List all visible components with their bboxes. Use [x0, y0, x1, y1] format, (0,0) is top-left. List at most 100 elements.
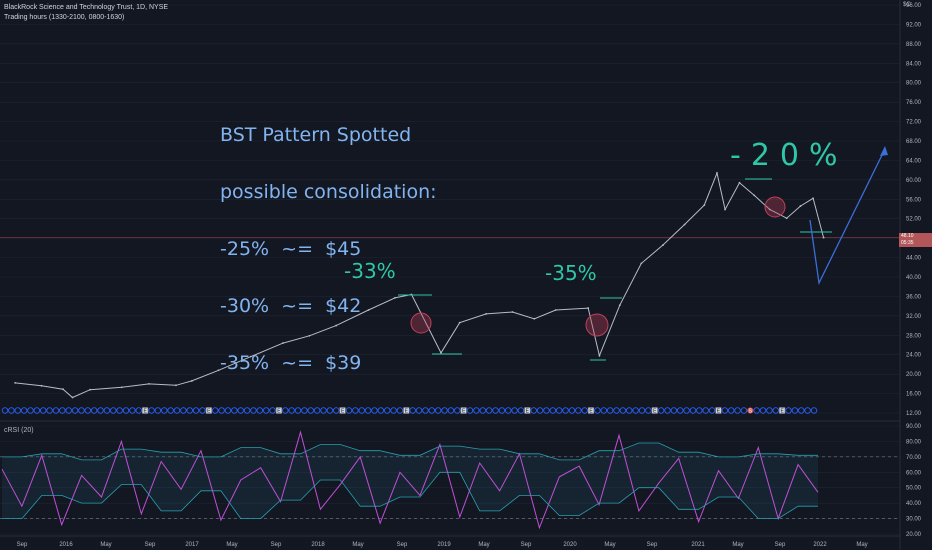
- dividend-marker-icon[interactable]: [568, 407, 576, 414]
- dividend-marker-icon[interactable]: [154, 407, 162, 414]
- highlight-circle-2021[interactable]: [764, 196, 786, 218]
- dividend-marker-icon[interactable]: [20, 407, 28, 414]
- dividend-marker-icon[interactable]: [8, 407, 15, 414]
- dividend-marker-icon[interactable]: [90, 407, 98, 414]
- dividend-marker-icon[interactable]: [59, 407, 66, 414]
- dividend-marker-icon[interactable]: [294, 407, 302, 414]
- dividend-marker-icon[interactable]: [543, 407, 550, 414]
- split-marker-icon[interactable]: [747, 407, 754, 414]
- dividend-marker-icon[interactable]: [511, 407, 518, 414]
- dividend-marker-icon[interactable]: [320, 407, 327, 414]
- dividend-marker-icon[interactable]: [358, 407, 365, 414]
- earnings-marker-icon[interactable]: [524, 407, 531, 414]
- dividend-marker-icon[interactable]: [52, 407, 60, 414]
- highlight-circle-2018[interactable]: [410, 312, 432, 334]
- dividend-marker-icon[interactable]: [562, 407, 569, 414]
- dividend-marker-icon[interactable]: [575, 407, 582, 414]
- dividend-marker-icon[interactable]: [670, 407, 678, 414]
- dividend-marker-icon[interactable]: [78, 407, 85, 414]
- dividend-marker-icon[interactable]: [256, 407, 264, 414]
- dividend-marker-icon[interactable]: [122, 407, 130, 414]
- drawn-label-33[interactable]: -33%: [344, 259, 396, 283]
- earnings-marker-icon[interactable]: [142, 407, 149, 414]
- drawn-label-20[interactable]: -20%: [730, 138, 848, 173]
- dividend-marker-icon[interactable]: [116, 407, 123, 414]
- dividend-marker-icon[interactable]: [721, 407, 729, 414]
- dividend-marker-icon[interactable]: [734, 407, 741, 414]
- dividend-marker-icon[interactable]: [332, 407, 340, 414]
- dividend-marker-icon[interactable]: [454, 407, 461, 414]
- dividend-marker-icon[interactable]: [135, 407, 143, 414]
- projection-path[interactable]: [809, 148, 886, 286]
- earnings-marker-icon[interactable]: [339, 407, 346, 414]
- dividend-marker-icon[interactable]: [33, 407, 41, 414]
- dividend-marker-icon[interactable]: [415, 407, 423, 414]
- dividend-marker-icon[interactable]: [479, 407, 487, 414]
- earnings-marker-icon[interactable]: [715, 407, 722, 414]
- dividend-marker-icon[interactable]: [619, 407, 627, 414]
- drawn-label-35[interactable]: -35%: [545, 261, 597, 285]
- dividend-marker-icon[interactable]: [702, 407, 709, 414]
- dividend-marker-icon[interactable]: [103, 407, 111, 414]
- dividend-marker-icon[interactable]: [307, 407, 315, 414]
- dividend-marker-icon[interactable]: [657, 407, 665, 414]
- projection-arrow[interactable]: [809, 146, 888, 286]
- dividend-marker-icon[interactable]: [199, 407, 206, 414]
- time-axis[interactable]: Sep 2016 May Sep 2017 May Sep 2018 May Sep 2019 May…: [17, 542, 868, 548]
- dividend-marker-icon[interactable]: [441, 407, 448, 414]
- dividend-marker-icon[interactable]: [594, 407, 601, 414]
- dividend-marker-icon[interactable]: [186, 407, 193, 414]
- dividend-marker-icon[interactable]: [696, 407, 703, 414]
- dividend-marker-icon[interactable]: [473, 407, 480, 414]
- dividend-marker-icon[interactable]: [129, 407, 136, 414]
- dividend-marker-icon[interactable]: [600, 407, 608, 414]
- dividend-marker-icon[interactable]: [364, 407, 372, 414]
- earnings-marker-icon[interactable]: [403, 407, 410, 414]
- dividend-marker-icon[interactable]: [485, 407, 493, 414]
- dividend-marker-icon[interactable]: [160, 407, 168, 414]
- dividend-marker-icon[interactable]: [772, 407, 780, 414]
- dividend-marker-icon[interactable]: [645, 407, 652, 414]
- dividend-marker-icon[interactable]: [65, 407, 72, 414]
- dividend-marker-icon[interactable]: [606, 407, 614, 414]
- dividend-marker-icon[interactable]: [791, 407, 799, 414]
- dividend-marker-icon[interactable]: [517, 407, 525, 414]
- dividend-marker-icon[interactable]: [27, 407, 34, 414]
- dividend-marker-icon[interactable]: [345, 407, 353, 414]
- dividend-marker-icon[interactable]: [192, 407, 200, 414]
- earnings-marker-icon[interactable]: [205, 407, 212, 414]
- dividend-marker-icon[interactable]: [581, 407, 588, 414]
- dividend-marker-icon[interactable]: [262, 407, 270, 414]
- dividend-marker-icon[interactable]: [371, 407, 378, 414]
- dividend-marker-icon[interactable]: [785, 407, 792, 414]
- dividend-marker-icon[interactable]: [1, 407, 9, 414]
- earnings-marker-icon[interactable]: [587, 407, 595, 414]
- earnings-marker-icon[interactable]: [275, 407, 282, 414]
- dividend-marker-icon[interactable]: [689, 407, 697, 414]
- earnings-marker-icon[interactable]: [651, 407, 658, 414]
- dividend-marker-icon[interactable]: [326, 407, 334, 414]
- dividend-marker-icon[interactable]: [466, 407, 474, 414]
- dividend-marker-icon[interactable]: [180, 407, 187, 414]
- dividend-marker-icon[interactable]: [390, 407, 397, 414]
- dividend-marker-icon[interactable]: [282, 407, 289, 414]
- dividend-marker-icon[interactable]: [211, 407, 219, 414]
- dividend-marker-icon[interactable]: [97, 407, 104, 414]
- dividend-marker-icon[interactable]: [148, 407, 155, 414]
- dividend-marker-icon[interactable]: [396, 407, 404, 414]
- dividend-marker-icon[interactable]: [810, 407, 818, 414]
- crsi-title[interactable]: cRSI (20): [4, 427, 34, 434]
- dividend-marker-icon[interactable]: [536, 407, 544, 414]
- dividend-marker-icon[interactable]: [313, 407, 321, 414]
- dividend-marker-icon[interactable]: [84, 407, 92, 414]
- dividend-marker-icon[interactable]: [409, 407, 416, 414]
- dividend-marker-icon[interactable]: [664, 407, 671, 414]
- dividend-marker-icon[interactable]: [498, 407, 506, 414]
- dividend-marker-icon[interactable]: [231, 407, 238, 414]
- dividend-marker-icon[interactable]: [243, 407, 251, 414]
- dividend-marker-icon[interactable]: [269, 407, 276, 414]
- dividend-marker-icon[interactable]: [804, 407, 811, 414]
- earnings-marker-icon[interactable]: [460, 407, 467, 414]
- dividend-marker-icon[interactable]: [71, 407, 79, 414]
